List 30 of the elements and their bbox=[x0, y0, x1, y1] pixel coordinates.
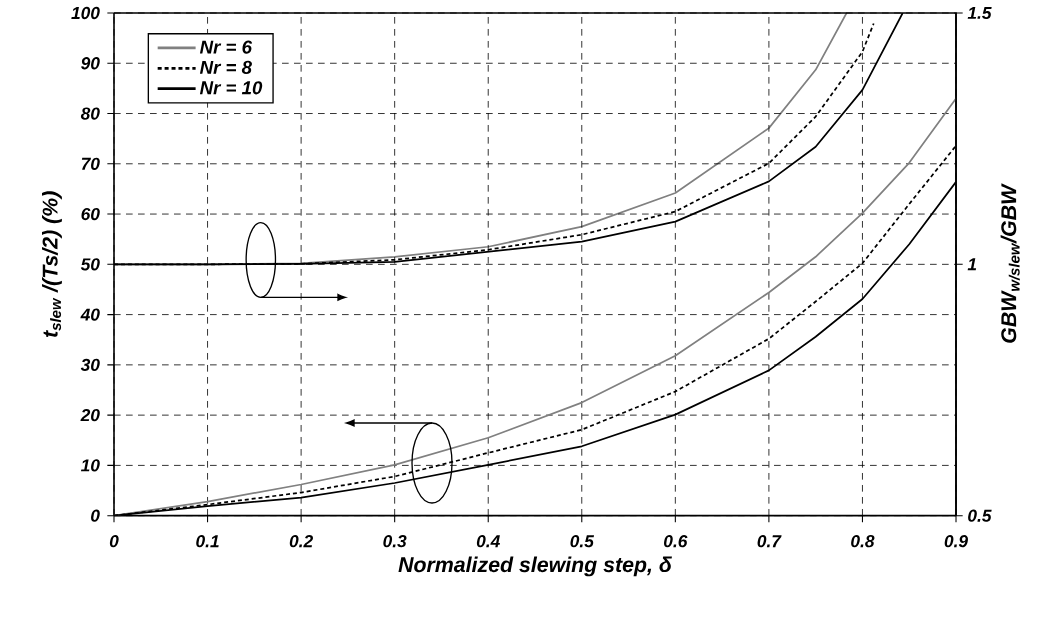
x-tick-label: 0.4 bbox=[476, 535, 500, 548]
x-tick-label: 0.7 bbox=[757, 535, 782, 548]
y-tick-label: 50 bbox=[80, 258, 100, 271]
y-tick-label: 20 bbox=[80, 408, 100, 422]
y2-tick-label: 1.5 bbox=[967, 6, 992, 20]
x-tick-label: 0.3 bbox=[383, 535, 407, 548]
x-tick-label: 0.9 bbox=[944, 535, 968, 548]
y2-tick-label: 1 bbox=[967, 258, 977, 271]
y-tick-label: 90 bbox=[81, 57, 100, 70]
y-axis-title: t$_{slew}$ /(Ts/2) (%) bbox=[42, 191, 62, 338]
legend-label: Nr = 8 bbox=[199, 60, 252, 75]
y2-tick-label: 0.5 bbox=[968, 509, 992, 522]
y-tick-label: 70 bbox=[81, 157, 100, 170]
x-axis-title: Normalized slewing step, δ bbox=[398, 556, 672, 577]
y-tick-label: 30 bbox=[80, 358, 100, 371]
x-tick-label: 0 bbox=[109, 535, 119, 548]
legend-label: Nr = 6 bbox=[199, 40, 253, 54]
legend-label: Nr = 10 bbox=[199, 81, 263, 95]
y2-axis-title: GBW$_{w/slew}$/GBW bbox=[1000, 183, 1020, 343]
x-tick-label: 0.6 bbox=[664, 535, 688, 548]
y-tick-label: 100 bbox=[71, 6, 100, 20]
x-tick-label: 0.2 bbox=[289, 535, 313, 548]
y-tick-label: 40 bbox=[80, 308, 100, 321]
y-tick-label: 0 bbox=[91, 509, 100, 522]
x-tick-label: 0.8 bbox=[851, 535, 875, 548]
x-tick-label: 0.1 bbox=[196, 535, 219, 548]
y-tick-label: 60 bbox=[81, 207, 100, 221]
y-tick-label: 10 bbox=[80, 459, 100, 472]
y-tick-label: 80 bbox=[80, 107, 100, 120]
x-tick-label: 0.5 bbox=[570, 535, 595, 548]
